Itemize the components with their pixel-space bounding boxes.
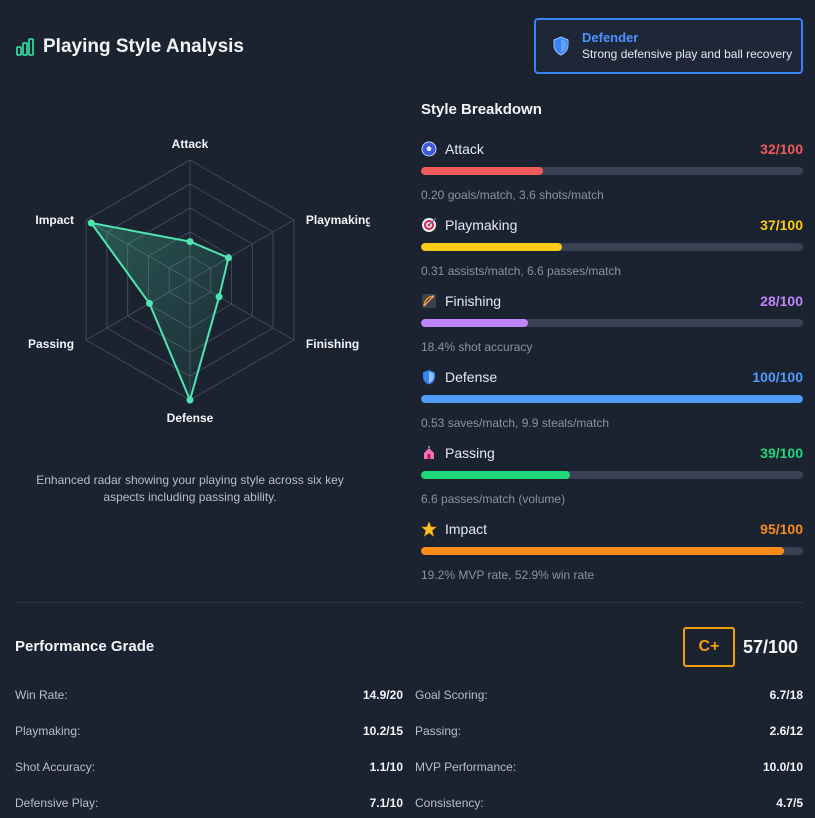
style-badge-title: Defender [582, 30, 639, 45]
metric-row: Passing: 2.6/12 [415, 724, 803, 740]
radar-chart-svg: Attack Playmaking Finishing Defense Passing I… [28, 137, 373, 425]
breakdown-item-attack: Attack 32/100 0.20 goals/match, 3.6 shot… [421, 139, 803, 209]
breakdown-item-playmaking: Playmaking 37/100 0.31 assists/match, 6.… [421, 215, 803, 285]
metric-row: Goal Scoring: 6.7/18 [415, 688, 803, 704]
metric-value: 6.7/18 [769, 688, 803, 702]
breakdown-description: 18.4% shot accuracy [421, 340, 533, 354]
breakdown-item-finishing: Finishing 28/100 18.4% shot accuracy [421, 291, 803, 361]
breakdown-description: 0.53 saves/match, 9.9 steals/match [421, 416, 610, 430]
breakdown-progress-fill [421, 471, 570, 479]
breakdown-progress-bar [421, 243, 803, 251]
metric-row: Shot Accuracy: 1.1/10 [15, 760, 403, 776]
metric-row: MVP Performance: 10.0/10 [415, 760, 803, 776]
breakdown-progress-fill [421, 547, 784, 555]
radar-axis-label: Playmaking [306, 213, 370, 227]
metric-row: Win Rate: 14.9/20 [15, 688, 403, 704]
breakdown-progress-bar [421, 167, 803, 175]
metric-label: Consistency: [415, 796, 484, 810]
breakdown-progress-fill [421, 243, 563, 251]
metric-value: 4.7/5 [776, 796, 803, 810]
breakdown-name: Finishing [445, 293, 502, 309]
breakdown-progress-bar [421, 395, 803, 403]
style-badge: Defender Strong defensive play and ball … [534, 18, 803, 74]
breakdown-description: 0.31 assists/match, 6.6 passes/match [421, 264, 622, 278]
radar-axis-label: Impact [35, 213, 74, 227]
metric-label: Passing: [415, 724, 462, 738]
breakdown-progress-bar [421, 547, 803, 555]
breakdown-item-impact: Impact 95/100 19.2% MVP rate, 52.9% win … [421, 519, 803, 589]
breakdown-name: Attack [445, 141, 484, 157]
page-title: Playing Style Analysis [43, 36, 244, 57]
radar-data-point [215, 293, 223, 301]
metric-row: Defensive Play: 7.1/10 [15, 796, 403, 812]
section-divider [15, 602, 803, 603]
breakdown-name: Passing [445, 445, 495, 461]
breakdown-score: 95/100 [760, 521, 803, 537]
breakdown-score: 28/100 [760, 293, 803, 309]
bow-arrow-icon [422, 294, 436, 308]
metric-label: Shot Accuracy: [15, 760, 96, 774]
style-badge-description: Strong defensive play and ball recovery [582, 47, 793, 61]
shield-icon [553, 36, 569, 56]
metric-value: 1.1/10 [369, 760, 403, 774]
metric-value: 7.1/10 [369, 796, 403, 810]
radar-axis-label: Attack [172, 137, 209, 151]
breakdown-progress-fill [421, 319, 528, 327]
breakdown-progress-fill [421, 395, 803, 403]
radar-axis-label: Passing [28, 337, 74, 351]
radar-data-point [186, 396, 194, 404]
breakdown-score: 37/100 [760, 217, 803, 233]
grade-badge: C+ [683, 627, 735, 667]
breakdown-score: 39/100 [760, 445, 803, 461]
metric-row: Consistency: 4.7/5 [415, 796, 803, 812]
radar-caption: Enhanced radar showing your playing styl… [36, 473, 344, 504]
radar-axis-label: Defense [167, 411, 214, 425]
breakdown-score: 100/100 [752, 369, 803, 385]
metric-value: 2.6/12 [769, 724, 803, 738]
radar-data-area [90, 222, 230, 401]
radar-data-point [145, 299, 153, 307]
breakdown-score: 32/100 [760, 141, 803, 157]
page-header: Playing Style Analysis [15, 30, 244, 64]
breakdown-description: 0.20 goals/match, 3.6 shots/match [421, 188, 604, 202]
breakdown-progress-bar [421, 471, 803, 479]
metric-label: MVP Performance: [415, 760, 517, 774]
metric-value: 10.2/15 [362, 724, 403, 738]
radar-chart: Attack Playmaking Finishing Defense Passing I… [15, 115, 373, 450]
metric-value: 10.0/10 [762, 760, 803, 774]
star-icon [421, 521, 437, 537]
breakdown-item-passing: Passing 39/100 6.6 passes/match (volume) [421, 443, 803, 513]
metric-label: Goal Scoring: [415, 688, 488, 702]
target-icon [422, 217, 437, 232]
radar-axis-label: Finishing [306, 337, 359, 351]
breakdown-item-defense: Defense 100/100 0.53 saves/match, 9.9 st… [421, 367, 803, 437]
metric-row: Playmaking: 10.2/15 [15, 724, 403, 740]
performance-grade-title: Performance Grade [15, 638, 155, 655]
breakdown-progress-fill [421, 167, 544, 175]
metric-label: Defensive Play: [15, 796, 99, 810]
breakdown-description: 19.2% MVP rate, 52.9% win rate [421, 568, 595, 582]
breakdown-name: Playmaking [445, 217, 518, 233]
metric-label: Playmaking: [15, 724, 81, 738]
radar-data-point [186, 238, 194, 246]
soccer-ball-icon [421, 141, 437, 157]
shield-icon [423, 370, 435, 385]
breakdown-description: 6.6 passes/match (volume) [421, 492, 566, 506]
metric-value: 14.9/20 [362, 688, 403, 702]
metric-label: Win Rate: [15, 688, 68, 702]
style-breakdown-title: Style Breakdown [421, 101, 542, 118]
radar-data-point [224, 254, 232, 262]
bar-chart-icon [16, 38, 34, 56]
breakdown-progress-bar [421, 319, 803, 327]
network-icon [424, 446, 434, 459]
breakdown-name: Impact [445, 521, 488, 537]
breakdown-name: Defense [445, 369, 498, 385]
radar-data-point [87, 219, 95, 227]
grade-score: 57/100 [743, 637, 799, 657]
